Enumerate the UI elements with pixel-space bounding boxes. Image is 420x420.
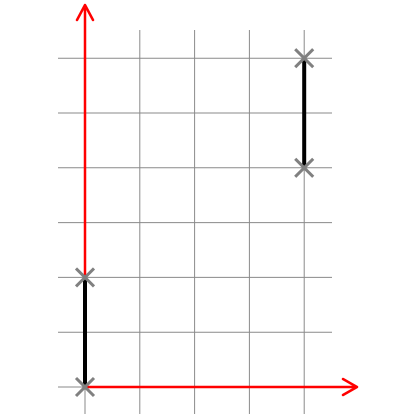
x-axis-arrowhead xyxy=(341,377,359,397)
markers xyxy=(74,48,315,398)
axes xyxy=(75,3,359,397)
grid-lines xyxy=(58,30,332,414)
x-mark-icon xyxy=(294,48,315,69)
x-mark-icon xyxy=(74,267,96,288)
x-mark-icon xyxy=(294,157,315,178)
segments xyxy=(83,58,307,387)
y-axis-arrowhead xyxy=(75,3,95,22)
x-mark-icon xyxy=(74,376,96,398)
